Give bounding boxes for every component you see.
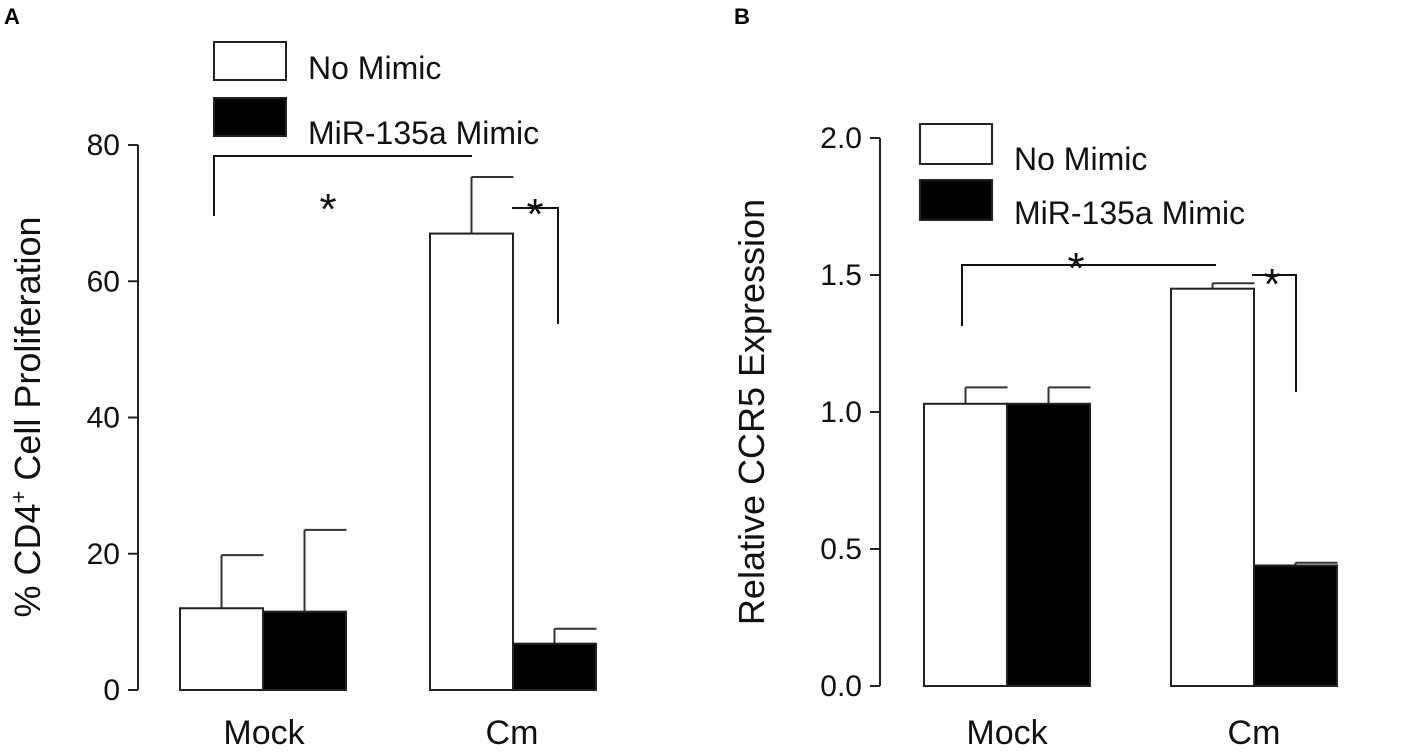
significance-bracket	[961, 264, 1216, 326]
y-tick-label: 20	[87, 538, 120, 571]
bar-no-mimic-mock	[923, 402, 1008, 687]
legend-label: No Mimic	[1014, 141, 1147, 177]
significance-bracket	[512, 207, 559, 324]
significance-bracket	[1252, 274, 1297, 392]
y-axis-title: Relative CCR5 Expression	[731, 199, 772, 625]
bar-mir-135a-mimic-cm	[1253, 564, 1338, 687]
y-tick-label: 60	[87, 265, 120, 298]
bar-mir-135a-mimic-mock	[1006, 402, 1091, 687]
y-axis-title: % CD4+ Cell Proliferation	[6, 216, 48, 617]
significance-star: *	[319, 185, 336, 234]
significance-star: *	[1263, 260, 1280, 309]
legend-swatch	[213, 41, 287, 81]
legend-label: MiR-135a Mimic	[1014, 195, 1245, 231]
y-tick-label: 0.5	[820, 533, 862, 566]
x-category-label: Mock	[223, 714, 305, 752]
bar-no-mimic-mock	[179, 607, 264, 691]
bar-mir-135a-mimic-cm	[512, 642, 597, 691]
panel-b-plot-area: 0.0 0.5 1.0 1.5 2.0 Mock Cm Relative CCR5 Expre…	[731, 122, 1338, 752]
y-tick-label: 0	[103, 674, 120, 707]
legend-swatch	[919, 123, 993, 165]
significance-bracket	[213, 155, 472, 216]
bar-mir-135a-mimic-mock	[262, 610, 347, 691]
panel-a-letter: A	[4, 4, 20, 29]
x-category-label: Cm	[486, 714, 539, 752]
bar-no-mimic-cm	[1170, 287, 1255, 687]
y-axis-title-part: % CD4	[7, 503, 48, 617]
panel-a-plot-area: 0 20 40 60 80 Mock Cm % CD4+ Cell Proliferation…	[6, 41, 597, 752]
bar-no-mimic-cm	[429, 232, 514, 691]
legend-swatch	[213, 97, 287, 137]
y-axis-title-part: Cell Proliferation	[7, 216, 48, 490]
x-category-label: Cm	[1228, 714, 1281, 752]
x-category-label: Mock	[966, 714, 1048, 752]
y-axis-title-superscript: +	[6, 491, 31, 504]
legend-swatch	[919, 179, 993, 221]
legend-label: No Mimic	[308, 50, 441, 86]
y-tick-label: 1.0	[820, 396, 862, 429]
significance-star: *	[526, 190, 543, 239]
significance-star: *	[1067, 244, 1084, 293]
y-tick-label: 0.0	[820, 670, 862, 703]
y-tick-label: 40	[87, 402, 120, 435]
legend-label: MiR-135a Mimic	[308, 115, 539, 151]
panel-b: B 0.0 0.5 1.0 1.5 2.0 Mock Cm Relative CCR5 Exp…	[731, 4, 1338, 752]
y-tick-label: 80	[87, 129, 120, 162]
panel-b-letter: B	[734, 4, 750, 29]
panel-a: A 0 20 40 60 80 Mock Cm % CD4+ Cell Proliferati…	[4, 4, 597, 752]
y-tick-label: 1.5	[820, 259, 862, 292]
y-tick-label: 2.0	[820, 122, 862, 155]
